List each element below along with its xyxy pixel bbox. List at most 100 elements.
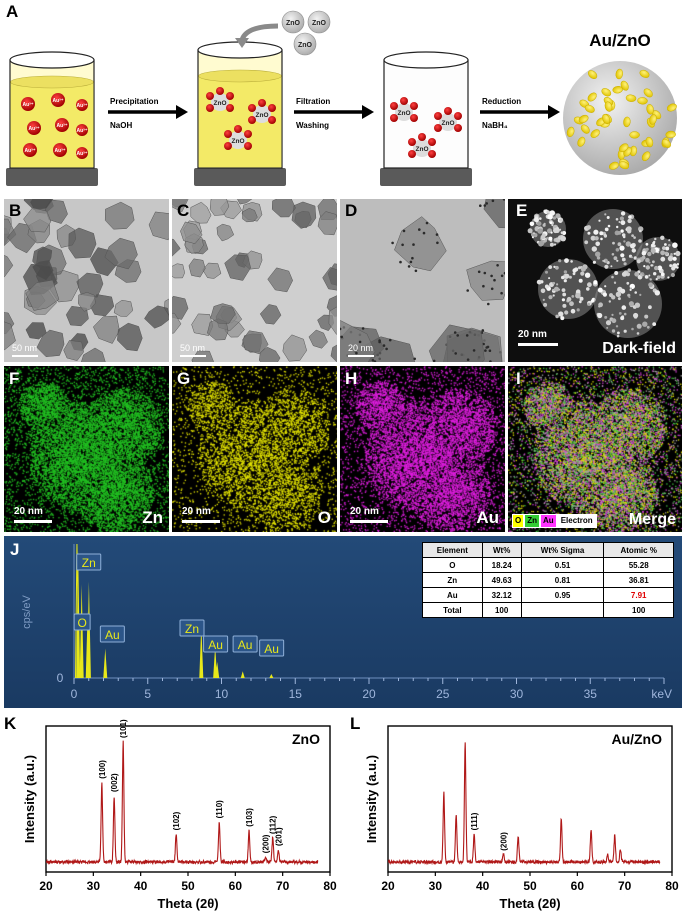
bright-spot (586, 225, 591, 230)
spectrum-x-tick: 5 (144, 687, 151, 701)
bright-spot (611, 313, 614, 316)
gold-dot (399, 260, 402, 264)
nanoparticle (224, 254, 251, 281)
gold-dot (493, 278, 496, 282)
y-axis-label: Intensity (a.u.) (364, 755, 379, 843)
gold-dot (483, 204, 487, 207)
x-axis-label: Theta (2θ) (157, 896, 218, 911)
bright-spot (570, 308, 576, 314)
x-tick-label: 70 (276, 879, 290, 893)
bright-spot (558, 259, 562, 263)
spectrum-x-tick: 0 (71, 687, 78, 701)
gold-dot (477, 270, 481, 274)
nanoparticle (172, 199, 189, 213)
bright-spot (578, 300, 582, 304)
gold-nanoparticle (566, 126, 575, 138)
table-cell: 100 (481, 602, 522, 618)
x-tick-label: 80 (323, 879, 337, 893)
bright-spot (652, 260, 655, 264)
table-cell: Au (422, 587, 483, 603)
bright-spot (536, 221, 542, 226)
bright-spot (631, 248, 636, 253)
bright-spot (620, 211, 626, 216)
bright-spot (618, 312, 622, 315)
nanoparticle (322, 267, 337, 291)
bright-spot (620, 229, 624, 233)
bright-spot (593, 280, 598, 285)
map-label-merge: Merge (628, 511, 676, 528)
bright-spot (627, 229, 632, 234)
table-cell: 18.24 (481, 557, 522, 573)
bright-spot (611, 275, 614, 279)
spectrum-peak (103, 648, 108, 678)
table-header: Atomic % (603, 542, 674, 558)
gold-dot (436, 241, 439, 245)
gold-dot (435, 233, 439, 236)
bright-spot (655, 278, 658, 281)
gold-dot (378, 339, 381, 342)
bright-spot (612, 241, 615, 245)
bright-spot (614, 282, 617, 284)
table-row: O 18.24 0.51 55.28 (422, 557, 674, 573)
bright-spot (616, 259, 619, 262)
step-2-top: Filtration (296, 97, 330, 106)
gold-nanoparticle (587, 92, 597, 102)
eds-map-merge: I O Zn Au Electron Merge (508, 366, 682, 532)
zno-particle-label: ZnO (312, 20, 327, 27)
map-label-zn: Zn (142, 508, 163, 527)
nanoparticle (209, 199, 230, 216)
bright-spot (543, 302, 548, 307)
bright-spot (549, 242, 554, 247)
bright-spot (561, 288, 566, 292)
bright-spot (608, 300, 611, 303)
bright-spot (556, 283, 559, 286)
panel-label-e: E (516, 201, 528, 220)
bright-spot (610, 265, 613, 268)
bright-spot (597, 312, 603, 319)
peak-miller-index: (111) (470, 812, 479, 830)
gold-dot (486, 345, 490, 349)
bright-spot (606, 326, 609, 329)
spectrum-peak (240, 671, 245, 678)
zno-particle-label: ZnO (442, 120, 455, 127)
table-cell: Zn (422, 572, 483, 588)
gold-nanoparticle (618, 143, 629, 153)
gold-dot (456, 334, 459, 337)
eds-map-zn: F 20 nm Zn (4, 366, 169, 532)
nanoparticle (23, 199, 54, 210)
nanoparticle (330, 344, 337, 362)
bright-spot (621, 233, 626, 237)
bright-spot (590, 235, 596, 241)
gold-dot (466, 289, 469, 292)
zno-particle-label: ZnO (256, 112, 269, 119)
bright-spot (621, 257, 626, 262)
gold-dot (373, 360, 377, 362)
nanoparticle (394, 216, 447, 272)
step-3-bottom: NaBH₄ (482, 121, 508, 130)
nanoparticle (4, 321, 16, 351)
peak-label: Au (232, 635, 258, 653)
svg-text:Zn: Zn (82, 556, 96, 570)
gold-nanoparticle (580, 124, 590, 134)
zno-particle-label: ZnO (232, 138, 245, 145)
gold-dot (490, 287, 494, 291)
bright-spot (648, 282, 653, 288)
nanoparticle (483, 199, 505, 229)
nanoparticle (202, 262, 222, 279)
nanoparticle (4, 254, 14, 278)
spectrum-y-label: cps/eV (20, 595, 33, 629)
nanoparticle (148, 211, 169, 241)
bright-spot (566, 296, 572, 302)
bright-spot (667, 276, 670, 279)
ion-label: Au³⁺ (77, 128, 88, 134)
bright-spot (584, 240, 589, 245)
nanoparticle (242, 207, 258, 223)
bright-spot (611, 295, 616, 300)
bright-spot (602, 292, 607, 297)
gold-nanoparticle (601, 88, 612, 97)
bright-spot (670, 272, 675, 278)
step-3-top: Reduction (482, 97, 521, 106)
gold-nanoparticle (623, 116, 631, 128)
bright-spot (616, 225, 619, 229)
bright-spot (538, 241, 544, 247)
